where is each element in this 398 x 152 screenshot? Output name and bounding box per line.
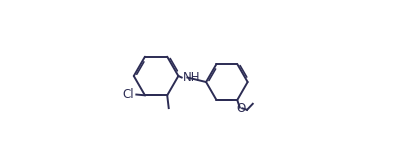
Text: Cl: Cl xyxy=(122,88,134,101)
Text: O: O xyxy=(236,102,246,115)
Text: NH: NH xyxy=(183,71,200,84)
